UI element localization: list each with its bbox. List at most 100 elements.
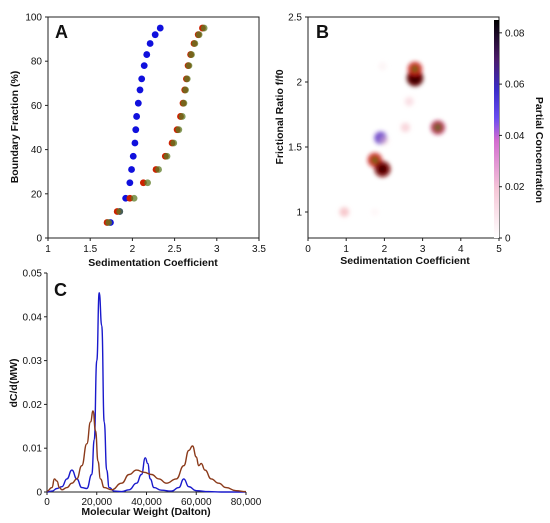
panel-a-point	[183, 75, 191, 83]
panel-a-letter: A	[55, 22, 68, 42]
panel-b-spot	[378, 62, 387, 71]
panel-c-y-tick-label: 0.05	[23, 269, 43, 280]
panel-a-point	[134, 99, 142, 107]
panel-a-point	[170, 139, 178, 147]
panel-a-xlabel: Sedimentation Coefficient	[88, 257, 218, 269]
panel-b-letter: B	[316, 22, 329, 42]
panel-b-x-tick-label: 3	[420, 244, 426, 255]
colorbar-tick-label: 0	[505, 234, 511, 245]
panel-a-y-tick-label: 60	[31, 101, 43, 112]
panel-c-x-tick-label: 40,000	[131, 497, 162, 508]
panel-a-point	[132, 126, 140, 134]
panel-c-lines	[46, 291, 247, 493]
panel-b-y-tick-label: 2	[296, 78, 302, 89]
panel-a-point	[146, 40, 154, 47]
panel-b-spot-core	[371, 156, 378, 164]
panel-a-point	[138, 75, 146, 83]
panel-a-point	[180, 99, 188, 107]
panel-a-x-tick-label: 2	[130, 244, 136, 255]
panel-b-x-tick-label: 5	[496, 244, 502, 255]
panel-c-y-tick-label: 0	[36, 488, 42, 499]
panel-a-point	[200, 24, 208, 32]
panel-a-y-tick-label: 100	[25, 13, 42, 24]
panel-c-letter: C	[54, 280, 67, 300]
panel-c-y-ticks: 0 0.01 0.02 0.03 0.04 0.05	[23, 269, 47, 499]
panel-c-x-ticks: 0 20,000 40,000 60,000 80,000	[44, 492, 262, 508]
panel-b-y-tick-label: 2.5	[288, 13, 302, 24]
colorbar-ticks: 0 0.02 0.04 0.06 0.08	[499, 28, 525, 245]
colorbar-tick-label: 0.02	[505, 182, 525, 193]
colorbar-tick-label: 0.08	[505, 28, 525, 39]
colorbar-tick-label: 0.04	[505, 131, 525, 142]
panel-c-y-tick-label: 0.01	[23, 444, 43, 455]
panel-c-ylabel: dC/d(MW)	[8, 359, 20, 408]
colorbar-tick-label: 0.06	[505, 80, 525, 91]
panel-a-point	[188, 51, 195, 58]
panel-a-point	[156, 24, 164, 32]
panel-a-point	[185, 62, 193, 70]
panel-b-x-ticks: 0 1 2 3 4 5	[305, 238, 502, 255]
colorbar-label: Partial Concentration	[533, 97, 545, 203]
panel-c-y-tick-label: 0.03	[23, 356, 43, 367]
panel-b-y-ticks: 1 1.5 2 2.5	[288, 13, 308, 219]
panel-b-x-tick-label: 2	[382, 244, 388, 255]
panel-b-ylabel: Frictional Ratio f/f0	[274, 69, 286, 164]
panel-a-point	[128, 166, 135, 173]
panel-a-y-ticks: 0 20 40 60 80 100	[25, 13, 48, 245]
panel-c-xlabel: Molecular Weight (Dalton)	[81, 506, 210, 518]
panel-b-y-tick-label: 1	[296, 208, 302, 219]
panel-a-x-tick-label: 2.5	[168, 244, 182, 255]
panel-b-x-tick-label: 1	[343, 244, 349, 255]
panel-a-point	[136, 86, 144, 94]
panel-a-point	[151, 31, 159, 39]
panel-c-series-line	[46, 410, 247, 493]
panel-a-point	[131, 139, 139, 147]
panel-b-spot	[339, 207, 350, 217]
panel-a-point	[144, 179, 151, 187]
colorbar	[494, 20, 499, 238]
panel-b-spot-core	[378, 165, 387, 173]
panel-a-point	[182, 86, 189, 94]
panel-b-spot	[370, 207, 380, 217]
panel-a-point	[116, 208, 124, 215]
panel-c: C 0 20,000 40,000 60,000 80,000 0 0.01 0.02 0.0…	[8, 269, 262, 519]
panel-c-x-tick-label: 80,000	[231, 497, 262, 508]
panel-a-x-ticks: 1 1.5 2 2.5 3 3.5	[45, 238, 266, 255]
panel-a-point	[178, 113, 186, 120]
panel-a-x-tick-label: 3	[214, 244, 220, 255]
panel-b: B 0 1 2 3 4 5 1 1.5 2 2.5 0 0.02 0.04 0.06 0.08 Part…	[274, 13, 545, 268]
panel-c-y-tick-label: 0.04	[23, 312, 43, 323]
panel-b-spot-core	[411, 74, 419, 82]
panel-a-y-tick-label: 20	[31, 189, 43, 200]
panel-b-xlabel: Sedimentation Coefficient	[340, 255, 470, 267]
panel-a-y-tick-label: 80	[31, 57, 43, 68]
panel-a-point	[143, 51, 151, 58]
panel-a-x-tick-label: 3.5	[252, 244, 266, 255]
panel-a-point	[105, 219, 113, 226]
panel-a-frame	[47, 16, 260, 239]
panel-a-y-tick-label: 40	[31, 145, 43, 156]
panel-a-point	[195, 31, 203, 39]
panel-b-x-tick-label: 0	[305, 244, 311, 255]
panel-a-points	[103, 24, 208, 226]
panel-a-point	[191, 40, 199, 47]
panel-a-point	[175, 126, 183, 134]
panel-c-x-tick-label: 0	[44, 497, 50, 508]
panel-b-y-tick-label: 1.5	[288, 143, 302, 154]
panel-a-point	[163, 152, 171, 160]
panel-a-ylabel: Boundary Fraction (%)	[9, 71, 21, 184]
panel-b-spot	[400, 122, 411, 133]
panel-b-x-tick-label: 4	[458, 244, 464, 255]
panel-a-x-tick-label: 1	[45, 244, 51, 255]
panel-c-x-tick-label: 60,000	[181, 497, 212, 508]
panel-a-point	[133, 113, 141, 120]
panel-a-y-tick-label: 0	[36, 234, 42, 245]
panel-a-point	[126, 179, 134, 187]
panel-a-point	[130, 194, 138, 202]
panel-b-heat-spots	[339, 62, 445, 217]
panel-c-series-line	[46, 291, 246, 493]
panel-a-point	[155, 166, 162, 173]
panel-b-spot	[379, 136, 389, 145]
panel-a: A 1 1.5 2 2.5 3 3.5 0 20 40 60 80 100 Sedimentatio…	[9, 13, 266, 270]
